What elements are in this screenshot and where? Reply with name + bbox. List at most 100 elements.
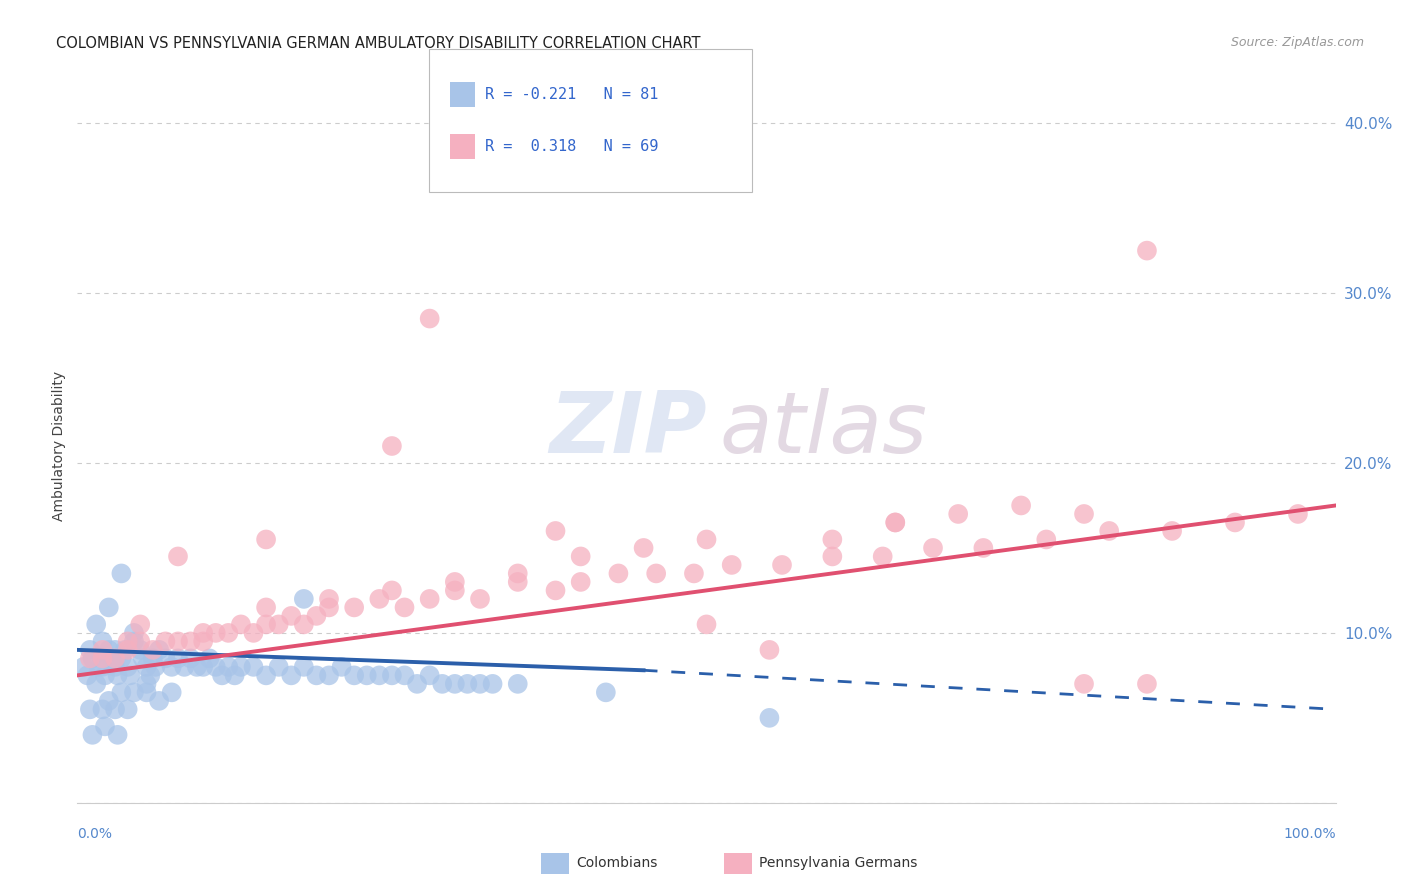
Point xyxy=(254,533,277,547)
Point xyxy=(444,583,467,598)
Text: 100.0%: 100.0% xyxy=(1284,827,1336,841)
Point xyxy=(758,711,780,725)
Point xyxy=(186,660,208,674)
Point xyxy=(173,660,195,674)
Point xyxy=(481,677,503,691)
Point xyxy=(242,660,264,674)
Point xyxy=(884,516,907,530)
Point xyxy=(155,634,177,648)
Point xyxy=(419,668,441,682)
Point xyxy=(1136,244,1159,258)
Point xyxy=(204,626,226,640)
Point xyxy=(1035,533,1057,547)
Point xyxy=(180,651,202,665)
Point xyxy=(1073,677,1095,691)
Point xyxy=(419,311,441,326)
Point xyxy=(217,626,239,640)
Text: Pennsylvania Germans: Pennsylvania Germans xyxy=(759,856,918,871)
Point xyxy=(97,694,120,708)
Point xyxy=(204,660,226,674)
Point xyxy=(696,617,718,632)
Point xyxy=(381,439,404,453)
Point xyxy=(1098,524,1121,538)
Point xyxy=(142,651,165,665)
Point xyxy=(696,533,718,547)
Point xyxy=(135,677,157,691)
Point xyxy=(117,634,139,648)
Point xyxy=(506,574,529,589)
Point xyxy=(1286,507,1309,521)
Point xyxy=(191,634,215,648)
Point xyxy=(107,668,129,682)
Point xyxy=(132,651,155,665)
Point xyxy=(79,643,101,657)
Point xyxy=(948,507,970,521)
Point xyxy=(506,159,529,173)
Point xyxy=(645,566,668,581)
Point xyxy=(821,533,844,547)
Point xyxy=(91,643,114,657)
Text: Source: ZipAtlas.com: Source: ZipAtlas.com xyxy=(1230,36,1364,49)
Point xyxy=(242,626,264,640)
Point xyxy=(76,668,98,682)
Point xyxy=(117,702,139,716)
Point xyxy=(191,660,215,674)
Point xyxy=(254,668,277,682)
Point xyxy=(104,651,127,665)
Point xyxy=(356,668,378,682)
Point xyxy=(444,574,467,589)
Point xyxy=(1136,677,1159,691)
Point xyxy=(167,634,190,648)
Point xyxy=(432,677,454,691)
Point xyxy=(569,549,592,564)
Point xyxy=(280,608,302,623)
Point xyxy=(267,660,290,674)
Point xyxy=(91,702,114,716)
Point xyxy=(720,558,742,572)
Point xyxy=(318,668,340,682)
Point xyxy=(343,600,366,615)
Point xyxy=(381,668,404,682)
Point xyxy=(129,617,152,632)
Point xyxy=(292,591,315,606)
Point xyxy=(318,600,340,615)
Point xyxy=(972,541,994,555)
Point xyxy=(100,651,122,665)
Text: atlas: atlas xyxy=(718,387,927,470)
Point xyxy=(330,660,353,674)
Point xyxy=(94,668,117,682)
Point xyxy=(633,541,655,555)
Point xyxy=(139,668,162,682)
Point xyxy=(292,660,315,674)
Point xyxy=(110,685,132,699)
Point xyxy=(683,566,706,581)
Point xyxy=(1010,499,1032,513)
Point xyxy=(122,685,145,699)
Point xyxy=(107,728,129,742)
Point xyxy=(224,668,246,682)
Point xyxy=(91,660,114,674)
Point xyxy=(135,660,157,674)
Point xyxy=(91,634,114,648)
Point xyxy=(142,643,165,657)
Y-axis label: Ambulatory Disability: Ambulatory Disability xyxy=(52,371,66,521)
Point xyxy=(343,668,366,682)
Point xyxy=(82,651,104,665)
Point xyxy=(872,549,894,564)
Point xyxy=(506,677,529,691)
Point xyxy=(84,677,107,691)
Point xyxy=(267,617,290,632)
Point xyxy=(280,668,302,682)
Point xyxy=(94,719,117,733)
Point xyxy=(544,583,567,598)
Point xyxy=(381,583,404,598)
Point xyxy=(114,643,136,657)
Point xyxy=(254,600,277,615)
Point xyxy=(110,566,132,581)
Point xyxy=(394,668,416,682)
Point xyxy=(1073,507,1095,521)
Point xyxy=(1161,524,1184,538)
Point xyxy=(117,660,139,674)
Point xyxy=(217,660,239,674)
Point xyxy=(229,617,252,632)
